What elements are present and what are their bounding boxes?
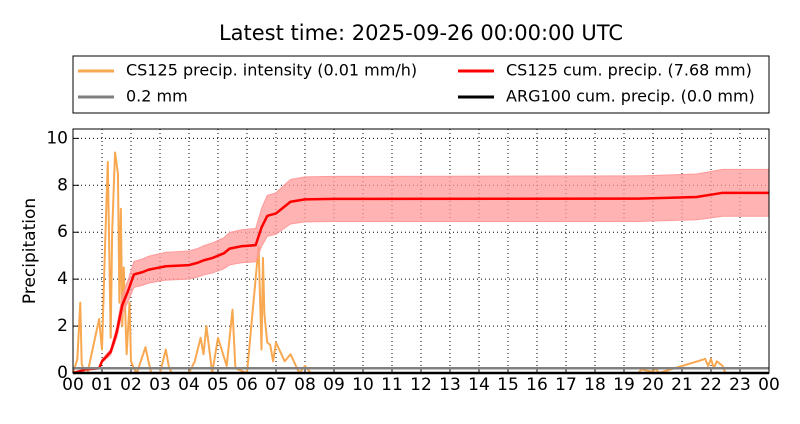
x-tick-label: 08 xyxy=(294,375,316,395)
y-axis-label: Precipitation xyxy=(20,198,40,304)
y-tick-label: 10 xyxy=(46,128,68,148)
x-tick-label: 09 xyxy=(323,375,345,395)
x-tick-label: 01 xyxy=(91,375,113,395)
x-tick-label: 00 xyxy=(62,375,84,395)
x-tick-label: 16 xyxy=(526,375,548,395)
x-tick-label: 05 xyxy=(207,375,229,395)
plot-frame xyxy=(72,128,770,374)
x-tick-label: 12 xyxy=(410,375,432,395)
x-tick-label: 13 xyxy=(439,375,461,395)
chart-title: Latest time: 2025-09-26 00:00:00 UTC xyxy=(219,21,623,45)
x-tick-label: 10 xyxy=(352,375,374,395)
x-tick-label: 02 xyxy=(120,375,142,395)
y-tick-label: 8 xyxy=(57,175,68,195)
legend-label: CS125 precip. intensity (0.01 mm/h) xyxy=(126,61,417,80)
x-tick-label: 03 xyxy=(149,375,171,395)
x-tick-label: 07 xyxy=(265,375,287,395)
x-tick-label: 22 xyxy=(700,375,722,395)
legend-box xyxy=(72,55,770,114)
series-line xyxy=(72,191,769,375)
x-tick-label: 18 xyxy=(584,375,606,395)
x-tick-label: 04 xyxy=(178,375,200,395)
legend-label: 0.2 mm xyxy=(126,87,188,106)
x-tick-label: 19 xyxy=(613,375,635,395)
x-tick-label: 06 xyxy=(236,375,258,395)
legend-label: ARG100 cum. precip. (0.0 mm) xyxy=(506,87,755,106)
y-tick-label: 0 xyxy=(57,363,68,383)
y-tick-label: 6 xyxy=(57,222,68,242)
x-tick-label: 14 xyxy=(468,375,490,395)
legend-label: CS125 cum. precip. (7.68 mm) xyxy=(506,61,752,80)
x-tick-label: 21 xyxy=(671,375,693,395)
x-tick-label: 00 xyxy=(758,375,780,395)
x-tick-label: 20 xyxy=(642,375,664,395)
y-tick-label: 4 xyxy=(57,269,68,289)
x-tick-label: 23 xyxy=(729,375,751,395)
x-tick-label: 15 xyxy=(497,375,519,395)
x-tick-label: 17 xyxy=(555,375,577,395)
x-tick-label: 11 xyxy=(381,375,403,395)
y-tick-label: 2 xyxy=(57,316,68,336)
